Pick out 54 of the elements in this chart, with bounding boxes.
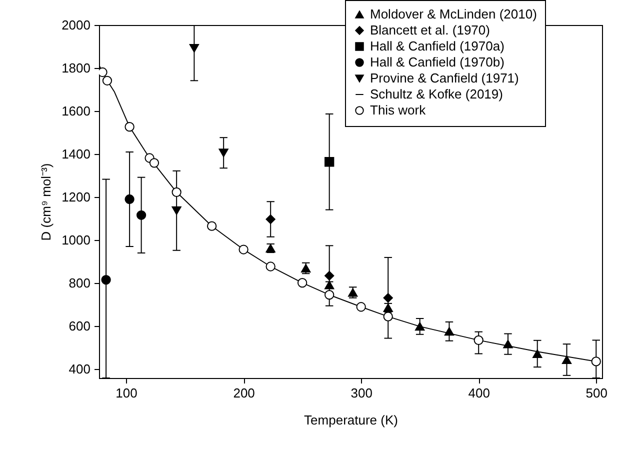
legend-label: Provine & Canfield (1971) [370,70,519,86]
legend-label: Hall & Canfield (1970b) [370,54,504,70]
point [301,264,311,272]
point [297,278,308,288]
point [266,262,276,272]
point [266,214,276,224]
point [101,274,111,285]
point [218,148,228,158]
point [532,349,542,358]
point [238,244,248,254]
point [99,67,108,78]
legend-label: Hall & Canfield (1970a) [370,38,504,54]
y-tick-label: 400 [68,361,90,376]
point [189,44,200,52]
legend-label: Schultz & Kofke (2019) [370,86,503,102]
point [324,270,334,281]
y-tick-label: 1200 [62,189,90,204]
point [136,210,146,220]
point [102,76,112,86]
y-tick-label: 1400 [62,146,90,162]
y-tick-label: 600 [68,318,90,334]
point [324,290,334,300]
point [172,187,182,197]
x-tick-label: 100 [116,386,138,400]
point [383,293,393,303]
x-tick-label: 300 [350,386,372,400]
y-tick-label: 1000 [62,232,90,248]
point [444,327,454,336]
point [356,302,366,312]
legend-label: This work [370,102,426,118]
point [124,122,134,132]
legend-label: Blancett et al. (1970) [370,22,490,38]
x-axis-title: Temperature (K) [304,412,398,428]
y-tick-label: 2000 [62,18,90,32]
x-tick-label: 500 [586,386,608,400]
legend-label: Moldover & McLinden (2010) [370,6,537,22]
y-axis-title: D (cm⁹ mol⁻³) [38,163,54,241]
point [324,280,334,290]
point [474,335,484,346]
point [415,322,425,331]
point [503,340,513,348]
point [172,206,182,215]
point [562,355,572,364]
x-tick-label: 200 [233,386,255,400]
y-tick-label: 800 [68,275,90,290]
point [149,158,160,168]
point [124,194,134,204]
x-tick-label: 400 [468,386,490,400]
point [591,356,601,366]
y-tick-label: 1600 [62,103,90,118]
point [206,221,217,231]
y-tick-label: 1800 [62,60,90,76]
point [383,312,393,322]
point [324,157,334,167]
